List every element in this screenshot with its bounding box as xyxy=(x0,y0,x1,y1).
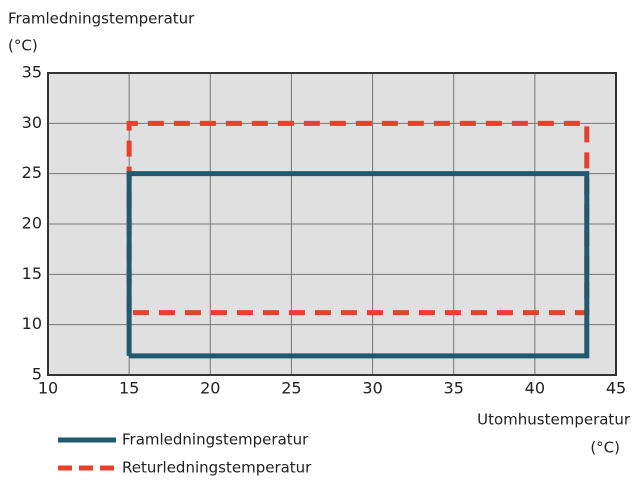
y-tick-label: 5 xyxy=(32,365,42,384)
legend-label: Returledningstemperatur xyxy=(122,459,312,477)
y-axis-label: (°C) xyxy=(8,37,38,55)
x-axis-label: (°C) xyxy=(590,439,620,457)
y-tick-label: 30 xyxy=(22,113,42,132)
x-tick-label: 15 xyxy=(119,379,139,398)
x-tick-label: 45 xyxy=(606,379,626,398)
y-tick-label: 25 xyxy=(22,163,42,182)
series-line xyxy=(126,120,590,316)
y-tick-label: 10 xyxy=(22,314,42,333)
y-tick-label: 35 xyxy=(22,63,42,82)
x-tick-label: 25 xyxy=(281,379,301,398)
x-tick-label: 35 xyxy=(444,379,464,398)
legend-label: Framledningstemperatur xyxy=(122,431,309,449)
series-line xyxy=(126,171,590,359)
x-tick-label: 10 xyxy=(38,379,58,398)
x-tick-label: 30 xyxy=(362,379,382,398)
y-axis-label: Framledningstemperatur xyxy=(8,10,195,28)
y-tick-label: 15 xyxy=(22,264,42,283)
x-tick-label: 20 xyxy=(200,379,220,398)
x-tick-label: 40 xyxy=(525,379,545,398)
x-axis-label: Utomhustemperatur xyxy=(477,411,631,429)
plot-frame xyxy=(47,72,617,376)
y-tick-label: 20 xyxy=(22,214,42,233)
